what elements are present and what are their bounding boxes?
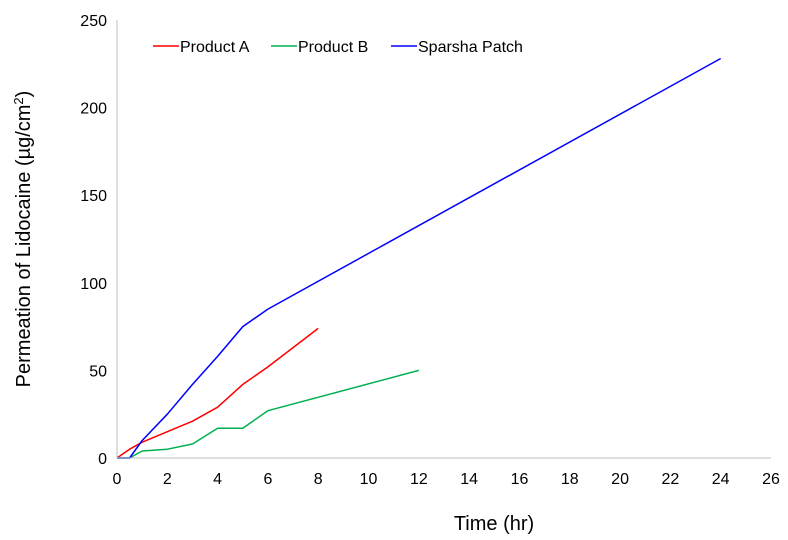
legend-item-product-a: Product A: [153, 39, 250, 56]
y-tick-label: 200: [80, 101, 107, 118]
x-tick-label: 20: [611, 471, 629, 488]
legend-label: Product B: [298, 39, 368, 56]
y-tick-label: 100: [80, 276, 107, 293]
legend-label: Product A: [180, 39, 250, 56]
series-line-sparsha-patch: [117, 57, 722, 459]
x-tick-label: 0: [113, 471, 122, 488]
x-tick-label: 22: [661, 471, 679, 488]
x-tick-label: 4: [213, 471, 222, 488]
legend: Product A Product B Sparsha Patch: [153, 39, 523, 56]
series-line-product-a: [116, 327, 319, 459]
y-axis-title-main: Permeation of Lidocaine (µg/cm: [13, 105, 35, 388]
x-tick-label: 10: [360, 471, 378, 488]
y-axis-title-superscript: 2: [11, 97, 26, 104]
y-tick-labels: 0 50 100 150 200 250: [80, 13, 107, 468]
x-tick-label: 18: [561, 471, 579, 488]
x-axis-title: Time (hr): [454, 513, 534, 535]
plot-area: [116, 57, 722, 459]
x-tick-label: 2: [163, 471, 172, 488]
series-line-product-b: [117, 369, 419, 459]
legend-item-sparsha-patch: Sparsha Patch: [391, 39, 523, 56]
y-axis-title: Permeation of Lidocaine (µg/cm2): [11, 91, 36, 388]
x-tick-label: 8: [314, 471, 323, 488]
y-tick-label: 250: [80, 13, 107, 30]
y-tick-label: 50: [89, 363, 107, 380]
legend-item-product-b: Product B: [271, 39, 368, 56]
x-tick-label: 24: [712, 471, 730, 488]
x-tick-label: 14: [460, 471, 478, 488]
x-tick-label: 26: [762, 471, 780, 488]
y-axis-title-close: ): [13, 91, 35, 98]
x-tick-label: 12: [410, 471, 428, 488]
legend-label: Sparsha Patch: [418, 39, 523, 56]
x-tick-label: 6: [263, 471, 272, 488]
y-tick-label: 150: [80, 188, 107, 205]
y-tick-label: 0: [98, 451, 107, 468]
x-tick-labels: 0 2 4 6 8 10 12 14 16 18 20 22 24 26: [113, 471, 780, 488]
x-tick-label: 16: [511, 471, 529, 488]
